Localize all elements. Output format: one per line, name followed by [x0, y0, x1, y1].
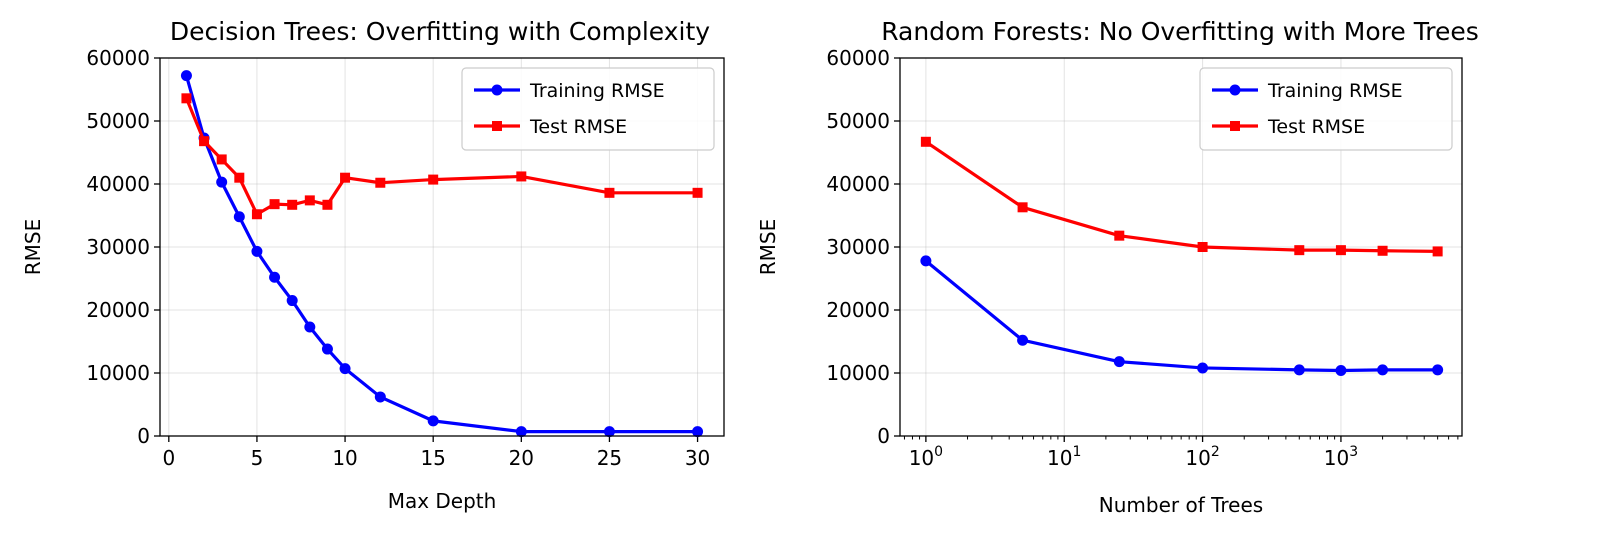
chart-panel-2: 0 10000 20000 30000 40000 50000 60000 100 101 102… — [756, 17, 1479, 517]
y-axis-label: RMSE — [21, 219, 45, 275]
data-point — [1377, 245, 1388, 256]
y-tick-label: 50000 — [826, 109, 890, 133]
x-tick-label: 0 — [162, 446, 175, 470]
data-point — [427, 415, 439, 427]
data-point — [375, 177, 386, 188]
data-point — [304, 321, 316, 333]
data-point — [1114, 230, 1125, 241]
legend-box — [1199, 67, 1453, 151]
data-point — [181, 93, 192, 104]
x-axis-label: Number of Trees — [1099, 493, 1263, 517]
data-point — [692, 426, 704, 438]
x-tick-label: 102 — [1185, 444, 1219, 470]
legend-box — [461, 67, 715, 151]
chart-panel-1: 0 10000 20000 30000 40000 50000 60000 0 5 10 15 20 2… — [21, 17, 725, 513]
y-tick-label: 30000 — [86, 235, 150, 259]
x-tick-label: 101 — [1047, 444, 1081, 470]
legend-entry-label: Test RMSE — [1267, 116, 1365, 138]
data-point — [287, 199, 298, 210]
data-point — [269, 271, 281, 283]
y-tick-label: 50000 — [86, 109, 150, 133]
x-tick-label: 103 — [1324, 444, 1358, 470]
data-point — [340, 172, 351, 183]
y-tick-label: 10000 — [826, 361, 890, 385]
legend: Training RMSE Test RMSE — [1199, 67, 1453, 151]
series-line-1 — [924, 259, 1438, 373]
legend-marker — [1230, 121, 1240, 131]
data-point — [1335, 364, 1347, 376]
plot-frame — [159, 57, 725, 437]
data-point — [1432, 246, 1443, 257]
data-point — [920, 255, 932, 267]
y-tick-label: 20000 — [826, 298, 890, 322]
y-axis-label: RMSE — [756, 219, 780, 275]
data-point — [604, 187, 615, 198]
data-point — [234, 172, 245, 183]
data-point — [304, 195, 315, 206]
data-point — [1113, 356, 1125, 368]
data-point — [1377, 364, 1389, 376]
legend-entry-label: Training RMSE — [1267, 80, 1403, 102]
y-tick-label: 0 — [877, 424, 890, 448]
x-axis-label: Max Depth — [388, 489, 497, 513]
data-point — [1293, 364, 1305, 376]
x-tick-label: 20 — [509, 446, 534, 470]
legend-marker — [491, 84, 503, 96]
x-tick-label: 100 — [909, 444, 943, 470]
y-tick-label: 20000 — [86, 298, 150, 322]
data-point — [269, 199, 280, 210]
legend-marker — [1229, 84, 1241, 96]
y-tick-label: 30000 — [826, 235, 890, 259]
data-point — [251, 245, 263, 257]
data-point — [374, 391, 386, 403]
y-tick-label: 10000 — [86, 361, 150, 385]
x-tick-label: 25 — [597, 446, 622, 470]
data-point — [1294, 245, 1305, 256]
data-point — [603, 426, 615, 438]
data-point — [428, 174, 439, 185]
x-tick-label: 5 — [251, 446, 264, 470]
data-point — [339, 363, 351, 375]
data-point — [321, 343, 333, 355]
legend: Training RMSE Test RMSE — [461, 67, 715, 151]
data-point — [1335, 245, 1346, 256]
data-point — [199, 136, 210, 147]
y-tick-label: 60000 — [826, 46, 890, 70]
data-point — [692, 187, 703, 198]
series-line-2 — [924, 140, 1438, 254]
y-tick-label: 40000 — [826, 172, 890, 196]
x-tick-label: 15 — [420, 446, 445, 470]
data-point — [286, 295, 298, 307]
chart-title: Decision Trees: Overfitting with Complex… — [170, 17, 710, 46]
data-point — [516, 171, 527, 182]
data-point — [251, 209, 262, 220]
y-tick-label: 60000 — [86, 46, 150, 70]
data-point — [1017, 334, 1029, 346]
data-point — [515, 426, 527, 438]
y-tick-label: 0 — [137, 424, 150, 448]
data-point — [1197, 362, 1209, 374]
data-point — [233, 211, 245, 223]
plot-frame — [899, 57, 1463, 437]
data-point — [1017, 202, 1028, 213]
data-point — [216, 176, 228, 188]
data-point — [920, 136, 931, 147]
data-point — [180, 70, 192, 82]
legend-entry-label: Test RMSE — [529, 116, 627, 138]
legend-marker — [492, 121, 502, 131]
chart-title: Random Forests: No Overfitting with More… — [881, 17, 1479, 46]
data-point — [216, 154, 227, 165]
data-point — [322, 199, 333, 210]
data-point — [1197, 242, 1208, 252]
legend-entry-label: Training RMSE — [529, 80, 665, 102]
x-tick-label: 10 — [332, 446, 357, 470]
y-tick-label: 40000 — [86, 172, 150, 196]
data-point — [1432, 364, 1444, 376]
x-tick-label: 30 — [685, 446, 710, 470]
